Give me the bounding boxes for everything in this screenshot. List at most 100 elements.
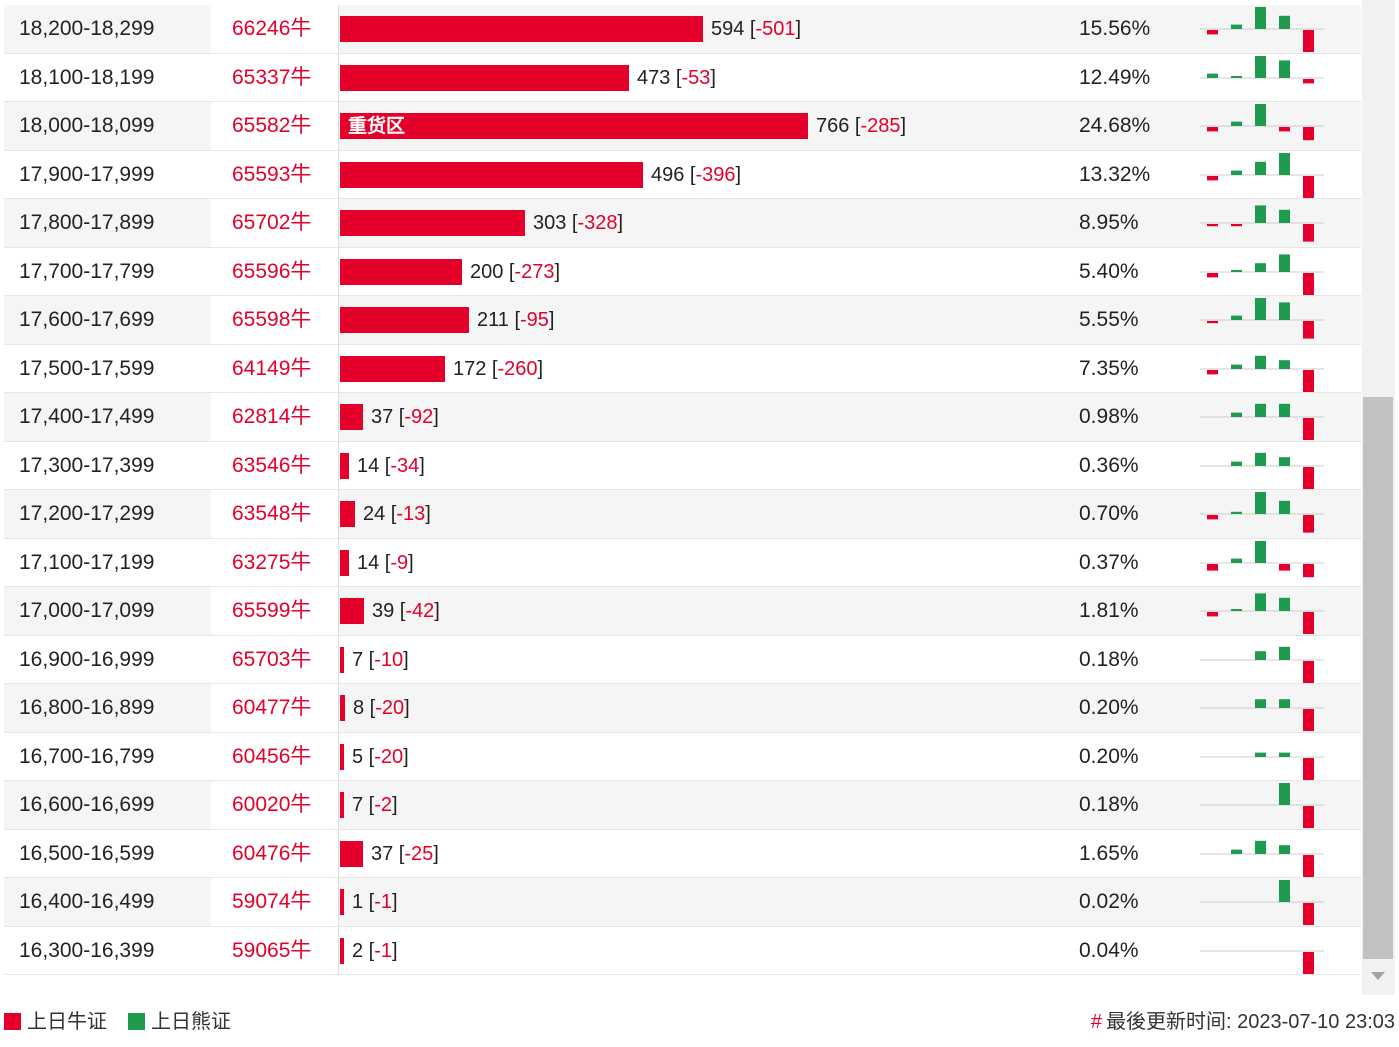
percentage: 5.55% [1079,308,1139,331]
quantity-value: 496 [651,163,685,186]
bar-axis-line [338,102,339,150]
bar-axis-line [338,829,339,877]
quantity-change: -20 [374,745,404,768]
sparkline-bull-bar [1303,612,1314,634]
warrant-code-link[interactable]: 65598牛 [232,308,312,331]
table-row: 18,200-18,299 66246牛 594 [-501] 15.56% [4,5,1361,54]
quantity-text: 2 [-1] [352,939,398,962]
percentage: 0.37% [1079,550,1139,574]
warrant-code-link[interactable]: 65593牛 [232,162,312,186]
price-range: 17,100-17,199 [19,550,155,574]
sparkline-bear-bar [1279,597,1290,611]
warrant-code-link[interactable]: 60456牛 [232,744,312,768]
vertical-scrollbar[interactable] [1362,0,1395,995]
warrant-code-link[interactable]: 65703牛 [232,647,312,671]
warrant-code-link[interactable]: 60477牛 [232,696,312,719]
code-cell-bg [211,102,338,150]
price-range: 18,100-18,199 [19,65,155,89]
table-row: 16,800-16,899 60477牛 8 [-20] 0.20% [4,684,1361,733]
sparkline-bear-bar [1231,24,1242,29]
percentage: 8.95% [1079,211,1139,234]
table-row: 16,700-16,799 60456牛 5 [-20] 0.20% [4,732,1361,781]
sparkline-bull-bar [1207,175,1218,180]
sparkline-bear-bar [1279,59,1290,78]
quantity-change: -396 [695,163,736,186]
trend-sparkline [1200,452,1324,489]
sparkline-bear-bar [1255,205,1266,223]
percentage: 0.04% [1079,938,1139,962]
sparkline-bull-bar [1303,660,1314,683]
table-row: 16,500-16,599 60476牛 37 [-25] 1.65% [4,829,1361,878]
scrollbar-thumb[interactable] [1363,397,1393,959]
table-row: 17,700-17,799 65596牛 200 [-273] 5.40% [4,247,1361,296]
sparkline-bear-bar [1279,359,1290,369]
quantity-bar [340,792,344,818]
table-row: 18,000-18,099 65582牛 重货区 766 [-285] 24.68% [4,102,1361,151]
warrant-code-link[interactable]: 60476牛 [232,841,312,865]
trend-sparkline [1200,950,1324,974]
sparkline-bear-bar [1255,540,1266,563]
warrant-code-link[interactable]: 65596牛 [232,259,312,283]
table-row: 16,600-16,699 60020牛 7 [-2] 0.18% [4,781,1361,830]
quantity-text: 303 [-328] [533,212,624,234]
price-range: 18,000-18,099 [19,114,155,137]
sparkline-bull-bar [1303,272,1314,295]
sparkline-bull-bar [1303,903,1314,925]
warrant-code-link[interactable]: 65599牛 [232,599,312,622]
warrant-code-link[interactable]: 65337牛 [232,65,312,89]
quantity-value: 37 [371,406,394,428]
warrant-code-link[interactable]: 62814牛 [232,405,312,428]
warrant-code-link[interactable]: 65582牛 [232,114,312,137]
sparkline-bull-bar [1303,515,1314,533]
table-row: 16,400-16,499 59074牛 1 [-1] 0.02% [4,878,1361,927]
warrant-code-link[interactable]: 63548牛 [232,502,312,525]
sparkline-bear-bar [1255,699,1266,708]
quantity-value: 7 [352,794,364,816]
quantity-value: 2 [352,939,364,962]
sparkline-bull-bar [1303,854,1314,877]
trend-sparkline [1200,880,1324,925]
trend-sparkline [1200,298,1324,339]
scroll-down-arrow-icon[interactable] [1371,972,1385,980]
table-row: 17,200-17,299 63548牛 24 [-13] 0.70% [4,490,1361,539]
quantity-text: 496 [-396] [651,163,742,186]
bar-axis-line [338,635,339,683]
bar-axis-line [338,684,339,732]
warrant-code-link[interactable]: 59065牛 [232,938,312,962]
quantity-change: -285 [860,115,901,137]
hash-icon: # [1090,1011,1102,1033]
quantity-bar [340,695,345,721]
quantity-change: -95 [520,309,549,331]
table-row: 17,600-17,699 65598牛 211 [-95] 5.55% [4,296,1361,345]
price-range: 16,600-16,699 [19,793,155,816]
bar-axis-line [338,5,339,53]
code-cell-bg [211,538,338,586]
sparkline-bull-bar [1207,127,1218,132]
warrant-code-link[interactable]: 60020牛 [232,793,312,816]
quantity-value: 172 [453,357,487,380]
warrant-code-link[interactable]: 65702牛 [232,211,312,234]
code-cell-bg [211,926,338,974]
code-cell-bg [211,878,338,926]
price-range: 17,700-17,799 [19,259,155,283]
quantity-text: 39 [-42] [372,600,440,622]
price-range: 18,200-18,299 [19,17,155,40]
price-range: 17,900-17,999 [19,162,155,186]
quantity-text: 37 [-92] [371,406,439,428]
warrant-code-link[interactable]: 59074牛 [232,890,312,913]
quantity-change: -273 [514,260,555,283]
warrant-code-link[interactable]: 66246牛 [232,17,312,40]
price-range: 16,500-16,599 [19,841,155,865]
quantity-bar [340,646,344,673]
quantity-bar [340,501,355,527]
percentage: 5.40% [1079,259,1139,283]
quantity-bar [340,161,643,188]
warrant-code-link[interactable]: 64149牛 [232,356,312,380]
quantity-bar [340,404,363,430]
trend-sparkline [1200,253,1324,295]
sparkline-bear-bar [1255,840,1266,854]
warrant-code-link[interactable]: 63275牛 [232,550,312,574]
warrant-code-link[interactable]: 63546牛 [232,453,312,477]
sparkline-bear-bar [1279,456,1290,466]
sparkline-bear-bar [1279,302,1290,320]
